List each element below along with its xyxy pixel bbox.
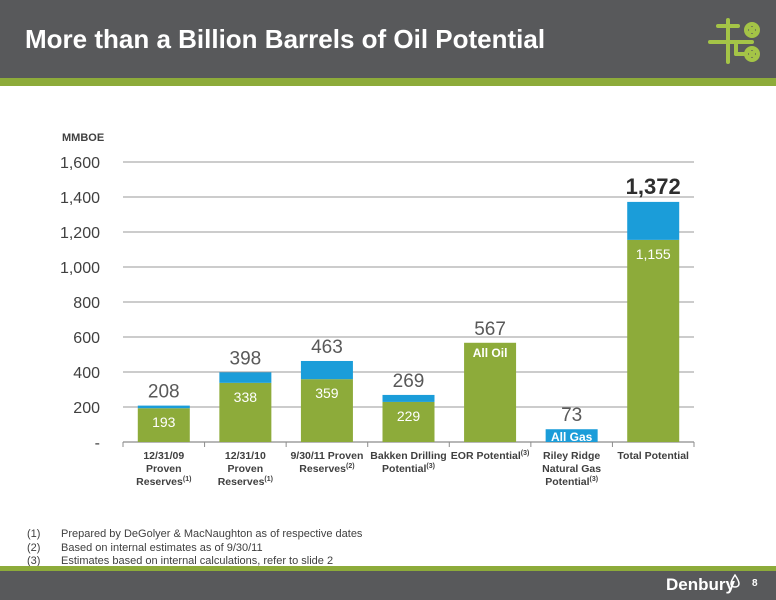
x-tick-label: 12/31/10 Proven Reserves(1) [218, 450, 273, 488]
footnote-2: (2) Based on internal estimates as of 9/3… [27, 541, 263, 554]
bar-inner-label: 359 [315, 385, 339, 401]
header-stripe [0, 78, 776, 86]
bar-inner-label: 338 [234, 389, 258, 405]
total-label: 208 [148, 382, 180, 403]
bar-oil [137, 408, 190, 442]
bar-inner-label: 1,155 [636, 246, 671, 262]
bar-oil [627, 239, 680, 442]
bar-gas [545, 429, 598, 442]
x-tick-label: Bakken Drilling Potential(3) [370, 450, 446, 475]
footnote-1: (1) Prepared by DeGolyer & MacNaughton as… [27, 528, 363, 540]
total-label: 398 [230, 348, 262, 369]
bar-gas [137, 405, 190, 409]
total-label: 1,372 [626, 174, 681, 199]
y-tick-label: 1,200 [60, 225, 100, 242]
bar-inner-label: 193 [152, 414, 176, 430]
drop-icon [730, 574, 740, 588]
y-tick-label: 200 [73, 400, 100, 417]
footer-bar [0, 571, 776, 600]
page-title: More than a Billion Barrels of Oil Poten… [25, 24, 546, 54]
footer-stripe [0, 566, 776, 571]
total-label: 73 [561, 405, 582, 426]
y-tick-label: - [95, 435, 100, 452]
bar-oil [219, 382, 272, 442]
y-tick-label: 1,000 [60, 260, 100, 277]
y-tick-label: 1,600 [60, 155, 100, 172]
total-label: 269 [393, 371, 425, 392]
x-tick-label: Total Potential [617, 450, 689, 462]
bar-gas [300, 360, 353, 380]
x-tick-label: Riley Ridge Natural Gas Potential(3) [542, 450, 601, 488]
bar-gas [627, 201, 680, 240]
x-tick-label: 9/30/11 Proven Reserves(2) [290, 450, 363, 475]
y-tick-label: 400 [73, 365, 100, 382]
total-label: 463 [311, 337, 343, 358]
x-tick-label: EOR Potential(3) [451, 450, 530, 462]
page-number: 8 [752, 578, 758, 589]
y-tick-label: 800 [73, 295, 100, 312]
header-bar [0, 0, 776, 78]
bar-oil [464, 342, 517, 442]
total-label: 567 [474, 319, 506, 340]
bar-inner-label: All Oil [473, 346, 508, 360]
bar-oil [300, 379, 353, 442]
y-axis-label: MMBOE [62, 132, 104, 144]
bar-oil [382, 401, 435, 442]
brand-logo-text: Denbury [666, 575, 735, 594]
x-tick-label: 12/31/09 Proven Reserves(1) [136, 450, 191, 488]
footnote-3: (3) Estimates based on internal calculati… [27, 555, 334, 567]
y-tick-label: 1,400 [60, 190, 100, 207]
bar-gas [382, 394, 435, 402]
footnotes: (1) Prepared by DeGolyer & MacNaughton as… [27, 528, 362, 569]
bar-inner-label: 229 [397, 408, 421, 424]
bar-inner-label: All Gas [551, 430, 593, 444]
oil-well-logo-icon [708, 18, 760, 64]
bar-gas [219, 372, 272, 383]
y-tick-label: 600 [73, 330, 100, 347]
